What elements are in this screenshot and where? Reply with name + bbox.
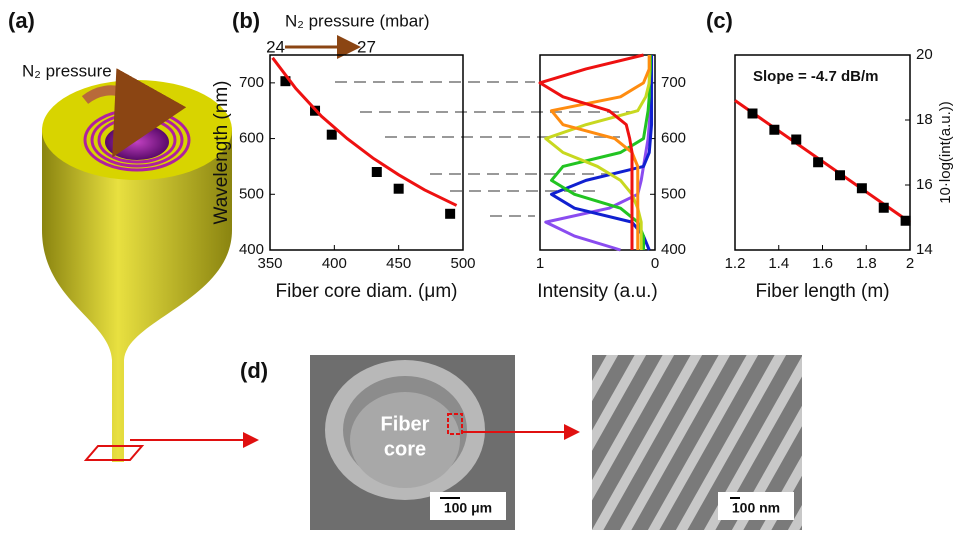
plot-frame [539,54,656,251]
x-axis-label: Fiber core diam. (μm) [276,281,458,302]
y-tick-label: 700 [661,74,686,91]
panel-label: (a) [8,8,35,33]
x-tick-label: 450 [386,255,411,272]
y-axis-label: Wavelength (nm) [211,81,232,225]
y-tick-label: 500 [239,185,264,202]
sem-zoom-image [592,345,967,533]
y-tick-label: 20 [916,46,933,63]
annotation: Slope = -4.7 dB/m [753,68,878,85]
data-point [371,167,382,177]
stripe [592,355,619,402]
scale-bar-label: 100 μm [444,500,492,516]
fiber-illustration [42,68,259,462]
scale-bar-label: 100 nm [732,500,780,516]
x-tick-label: 1.4 [768,255,789,272]
x-tick-label: 2 [906,255,914,272]
x-tick-label: 1.8 [856,255,877,272]
y-tick-label: 600 [239,130,264,147]
y-tick-label: 400 [661,241,686,258]
stripe [900,345,967,533]
data-point [747,108,758,119]
pressure-label: N₂ pressure [22,61,112,80]
data-point [900,215,911,226]
data-point [791,134,802,145]
image-label: core [384,438,426,460]
spectrum [550,55,654,251]
x-tick-label: 1 [536,255,544,272]
annotation: 24 [266,37,285,56]
panel-label: (c) [706,8,733,33]
x-axis-label: Intensity (a.u.) [537,281,657,302]
annotation: N₂ pressure (mbar) [285,11,430,30]
x-tick-label: 500 [450,255,475,272]
stripe [872,345,967,533]
data-point [280,76,291,87]
data-point [393,183,404,194]
stripe [592,355,675,501]
x-tick-label: 0 [651,255,659,272]
data-point [835,170,845,181]
y-tick-label: 500 [661,185,686,202]
stripe [592,355,703,530]
stripe [647,355,759,530]
spectrum [544,55,651,250]
plot-frame [269,54,464,251]
stripe [844,345,954,533]
y-tick-label: 700 [239,74,264,91]
x-tick-label: 400 [322,255,347,272]
y-axis-label: 10·log(int(a.u.)) [937,101,954,204]
stripe [816,345,926,533]
x-tick-label: 1.2 [725,255,746,272]
sem-image [310,355,515,530]
data-point [856,183,867,194]
fit-line [271,56,458,207]
stripe [675,355,787,530]
stripe [619,355,731,530]
data-point [813,157,824,168]
data-point [878,202,889,213]
x-tick-label: 350 [257,255,282,272]
x-axis-label: Fiber length (m) [755,281,889,302]
data-point [445,208,456,219]
y-tick-label: 400 [239,241,264,258]
x-tick-label: 1.6 [812,255,833,272]
data-point [769,124,780,135]
guide-lines [335,81,630,217]
stripe [787,505,802,530]
data-point [326,129,337,140]
panel-label: (b) [232,8,260,33]
annotation: 27 [357,37,376,56]
spectrum [538,53,644,250]
y-tick-label: 14 [916,241,933,258]
y-tick-label: 16 [916,176,933,193]
image-label: Fiber [381,413,430,435]
y-tick-label: 18 [916,111,933,128]
y-tick-label: 600 [661,130,686,147]
stripe [592,355,647,451]
panel-label: (d) [240,358,268,383]
